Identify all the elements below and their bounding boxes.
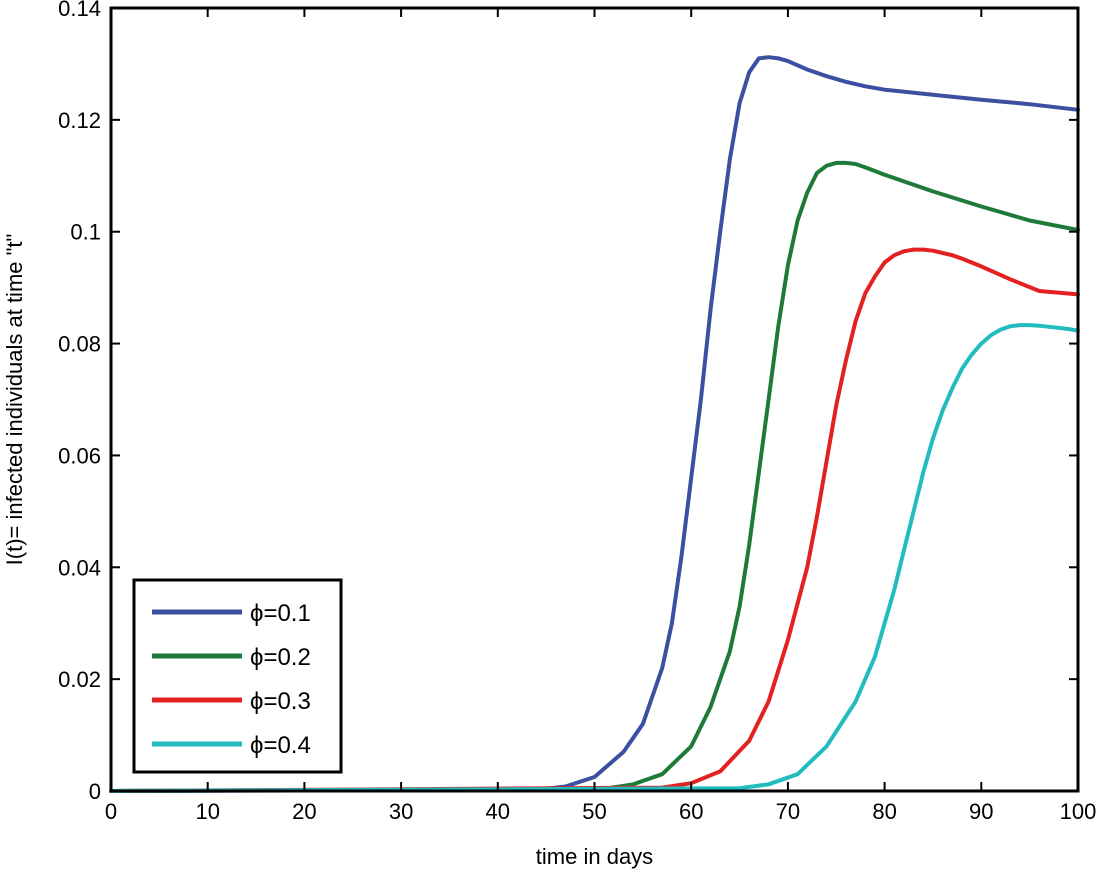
x-tick-label: 30 [389, 799, 413, 824]
y-tick-label: 0.14 [58, 0, 101, 21]
y-axis-ticks: 0 0.02 0.04 0.06 0.08 0.1 0.12 0.14 [58, 0, 1078, 804]
y-tick-label: 0.06 [58, 443, 101, 468]
legend-label-2: ϕ=0.2 [250, 644, 311, 671]
x-tick-label: 70 [776, 799, 800, 824]
x-tick-label: 20 [292, 799, 316, 824]
y-tick-label: 0.12 [58, 108, 101, 133]
x-axis-ticks: 0 10 20 30 40 50 60 70 80 90 100 [105, 8, 1096, 824]
series-line-1 [109, 55, 1080, 793]
x-tick-label: 80 [872, 799, 896, 824]
x-tick-label: 60 [679, 799, 703, 824]
y-tick-label: 0.04 [58, 555, 101, 580]
y-tick-label: 0.1 [70, 220, 101, 245]
x-tick-label: 90 [969, 799, 993, 824]
x-tick-label: 0 [105, 799, 117, 824]
series-layer [109, 55, 1080, 793]
y-tick-label: 0.02 [58, 667, 101, 692]
y-tick-label: 0 [89, 779, 101, 804]
y-tick-label: 0.08 [58, 332, 101, 357]
legend-label-1: ϕ=0.1 [250, 600, 311, 627]
y-axis-title: I(t)= infected individuals at time "t" [2, 234, 27, 566]
x-tick-label: 100 [1060, 799, 1097, 824]
x-tick-label: 40 [486, 799, 510, 824]
x-tick-label: 10 [195, 799, 219, 824]
series-line-3 [109, 247, 1080, 793]
legend-label-4: ϕ=0.4 [250, 732, 311, 759]
legend-label-3: ϕ=0.3 [250, 688, 311, 715]
series-line-4 [109, 323, 1080, 793]
x-tick-label: 50 [582, 799, 606, 824]
legend: ϕ=0.1 ϕ=0.2 ϕ=0.3 ϕ=0.4 [132, 578, 343, 774]
x-axis-title: time in days [536, 844, 653, 869]
series-line-2 [109, 160, 1080, 793]
